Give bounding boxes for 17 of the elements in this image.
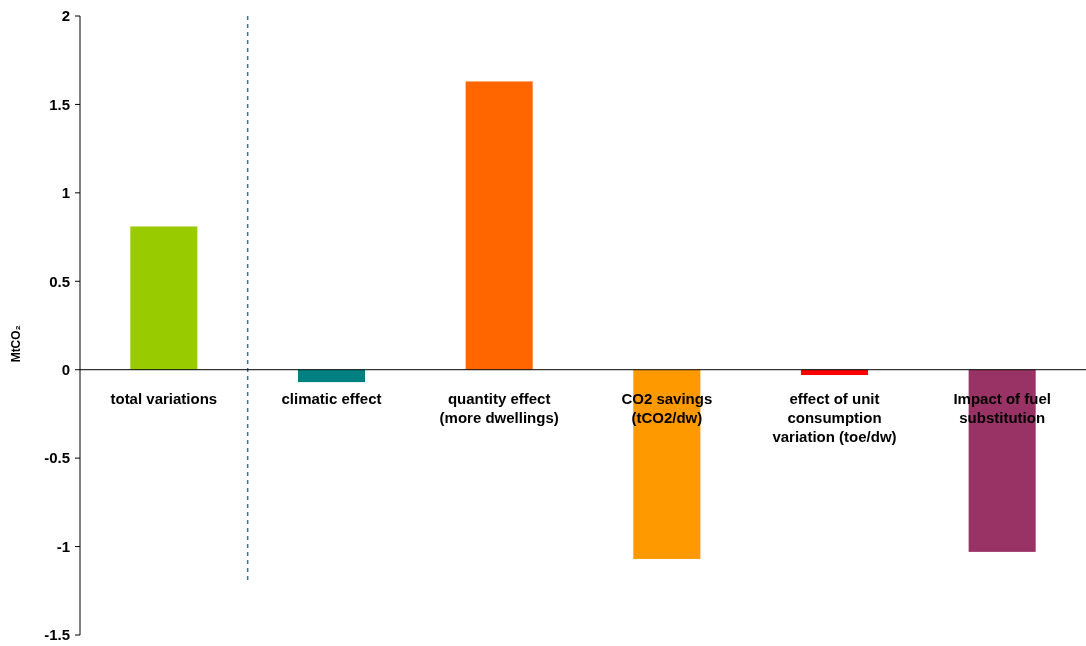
- bar: [130, 226, 198, 370]
- y-tick-label: -1.5: [44, 626, 70, 644]
- x-tick-label: effect of unit consumption variation (toe/dw): [772, 389, 897, 445]
- bar: [800, 369, 869, 376]
- y-tick-label: 1.5: [49, 95, 70, 113]
- x-tick-label: climatic effect: [281, 389, 382, 407]
- x-tick-label: total variations: [110, 389, 218, 407]
- y-tick-label: 1: [61, 184, 70, 202]
- y-tick-label: -0.5: [44, 449, 70, 467]
- x-tick-label: quantity effect (more dwellings): [439, 389, 559, 426]
- y-tick-label: 0.5: [49, 272, 70, 290]
- y-axis-title: MtCO₂: [9, 325, 23, 363]
- bar: [297, 369, 366, 383]
- bar: [465, 81, 533, 370]
- y-tick-label: 0: [61, 360, 70, 378]
- y-tick-label: 2: [61, 7, 70, 25]
- y-tick-label: -1: [56, 537, 70, 555]
